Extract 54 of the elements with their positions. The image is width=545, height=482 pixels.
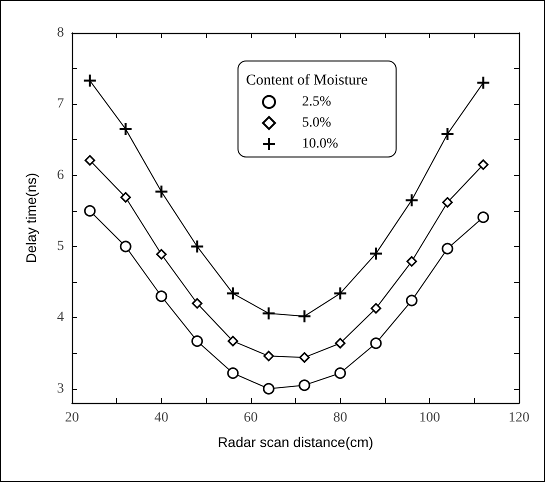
point [334,338,346,349]
point [406,194,418,206]
point [406,294,418,306]
point [84,155,96,166]
y-axis-title: Delay time(ns) [23,172,39,264]
legend-label: 5.0% [302,116,332,130]
point [299,352,310,363]
point [477,76,490,89]
point [477,211,490,224]
y-tick-label: 6 [57,168,64,183]
point [120,240,132,252]
y-tick-label: 5 [57,238,64,254]
point [226,287,239,300]
point [334,367,346,379]
legend-label: 10.0% [302,136,338,152]
point [120,123,132,136]
y-tick-label: 3 [57,381,64,396]
x-tick-label: 80 [333,410,348,426]
point [120,192,131,203]
point [191,240,204,252]
point [155,186,168,198]
point [192,298,202,309]
point [263,350,274,362]
point [370,303,382,314]
point [442,242,454,254]
point [442,197,453,208]
y-tick-label: 8 [57,26,64,40]
x-tick-label: 40 [154,410,168,426]
point [191,335,203,347]
point [84,205,96,217]
legend-label: 2.5% [302,94,332,110]
point [370,248,382,260]
point [334,287,346,300]
point [298,379,310,392]
point [406,256,418,267]
point [228,336,238,346]
point [227,367,239,379]
point [156,290,168,302]
x-tick-label: 100 [419,410,440,426]
point [262,307,275,320]
point [298,310,310,322]
x-axis-title: Radar scan distance(cm) [218,434,374,450]
x-tick-label: 120 [508,410,530,426]
point [370,337,382,350]
point [441,128,454,140]
point [156,248,167,260]
point [478,159,489,170]
legend-title: Content of Moisture [246,72,368,88]
x-tick-label: 20 [65,410,79,426]
y-tick-label: 4 [57,310,64,326]
y-tick-label: 7 [57,96,64,112]
x-tick-label: 60 [244,410,258,426]
point [84,74,96,87]
point [262,382,274,395]
